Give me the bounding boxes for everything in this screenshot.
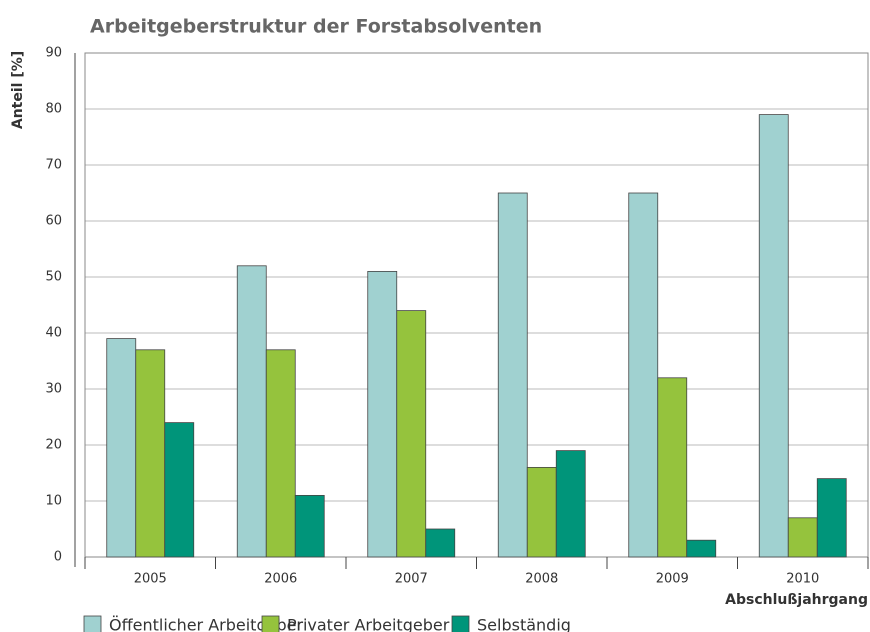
bar — [236, 265, 267, 558]
legend-swatch — [83, 615, 102, 632]
bar — [628, 192, 659, 558]
y-tick-label: 0 — [54, 550, 62, 565]
bar — [425, 528, 456, 558]
bar — [555, 450, 586, 558]
x-tick-label: 2008 — [525, 572, 558, 587]
bar — [758, 114, 789, 558]
y-tick-label: 70 — [45, 158, 62, 173]
y-tick-label: 10 — [45, 494, 62, 509]
y-tick-label: 30 — [45, 382, 62, 397]
x-axis-label: Abschlußjahrgang — [725, 592, 868, 608]
y-tick-label: 50 — [45, 270, 62, 285]
bar — [526, 466, 557, 558]
bar — [686, 539, 717, 558]
legend-label: Selbständig — [477, 616, 571, 632]
y-tick-label: 20 — [45, 438, 62, 453]
bar — [164, 422, 195, 558]
x-tick-label: 2006 — [264, 572, 297, 587]
y-tick-label: 80 — [45, 102, 62, 117]
legend-swatch — [261, 615, 280, 632]
x-tick-label: 2007 — [395, 572, 428, 587]
bar — [265, 349, 296, 558]
bar — [106, 338, 137, 558]
y-tick-label: 60 — [45, 214, 62, 229]
bar — [135, 349, 166, 558]
legend-label: Privater Arbeitgeber — [287, 616, 450, 632]
y-tick-label: 40 — [45, 326, 62, 341]
bar — [396, 310, 427, 558]
y-tick-label: 90 — [45, 46, 62, 61]
legend-label: Öffentlicher Arbeitgeber — [109, 616, 303, 632]
x-tick-label: 2010 — [786, 572, 819, 587]
bar — [294, 494, 325, 558]
bar — [657, 377, 688, 558]
bar — [816, 478, 847, 558]
bar — [367, 270, 398, 558]
chart-title: Arbeitgeberstruktur der Forstabsolventen — [90, 16, 542, 38]
bar — [497, 192, 528, 558]
bar — [787, 517, 818, 558]
plot-frame — [84, 52, 869, 558]
x-tick-label: 2009 — [656, 572, 689, 587]
x-tick-label: 2005 — [134, 572, 167, 587]
legend-swatch — [451, 615, 470, 632]
y-axis-label: Anteil [%] — [10, 51, 26, 129]
